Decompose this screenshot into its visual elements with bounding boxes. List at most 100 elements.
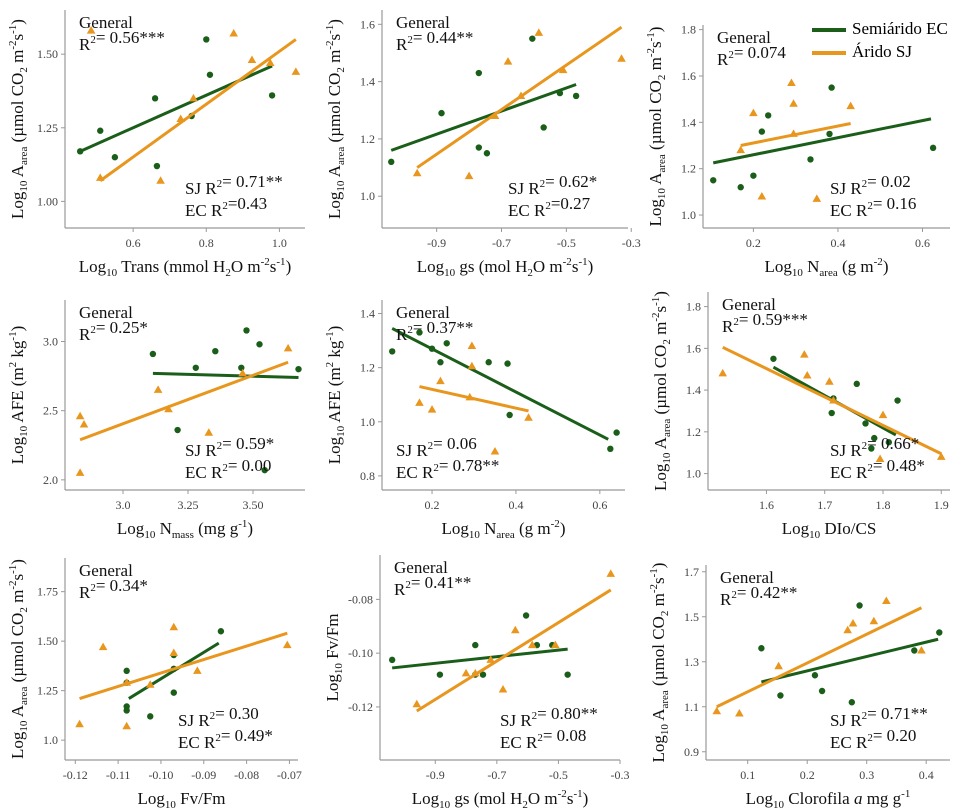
label-part: O [533, 257, 550, 276]
y-tick-label: 1.2 [360, 361, 375, 375]
point-sj [412, 699, 422, 708]
general-r2: R2= 0.25* [79, 318, 148, 344]
annotation-part: = 0.02 [867, 172, 911, 191]
x-tick-label: -0.08 [234, 768, 259, 782]
y-tick-label: 1.2 [686, 425, 701, 439]
point-sj [156, 176, 165, 184]
point-sj [427, 405, 437, 413]
label-part: 2 [324, 362, 336, 368]
point-ec [97, 127, 104, 134]
label-part: CO [8, 73, 27, 97]
superscript: 2 [407, 34, 413, 46]
y-tick-label: 1.0 [686, 467, 701, 481]
label-part: m [549, 257, 562, 276]
point-ec [856, 602, 863, 609]
point-ec [203, 36, 210, 43]
point-sj [461, 668, 471, 677]
annotation-part: = 0.78** [439, 456, 500, 475]
point-sj [75, 719, 84, 728]
superscript: 2 [222, 462, 228, 474]
general-label: General [79, 13, 133, 32]
point-sj [558, 65, 568, 74]
point-sj [882, 596, 891, 604]
label-part: m [544, 789, 557, 808]
annotation-part: EC R [500, 733, 538, 752]
point-sj [848, 619, 858, 627]
label-part: 2 [522, 799, 528, 811]
x-tick-label: -0.5 [549, 768, 568, 782]
annotation-part: SJ R [396, 441, 428, 460]
x-tick-label: -0.9 [426, 768, 445, 782]
y-tick-label: 1.4 [360, 307, 375, 321]
point-sj [878, 410, 888, 419]
label-part: ) [8, 326, 27, 332]
x-axis-label: Log10 Trans (mmol H2O m-2s-1) [79, 256, 291, 279]
annotation-part: = 0.71** [867, 704, 928, 723]
point-ec [737, 184, 744, 191]
x-tick-label: 0.2 [425, 498, 440, 512]
label-part: -1 [324, 25, 336, 34]
point-ec [564, 671, 571, 678]
y-tick-label: 1.0 [681, 208, 696, 222]
general-r2: R2= 0.34* [79, 576, 148, 602]
label-part: (µmol [646, 104, 665, 154]
point-ec [192, 364, 199, 371]
label-part: Log [325, 191, 344, 219]
superscript: 2 [545, 200, 551, 212]
x-tick-label: -0.7 [492, 236, 511, 250]
label-part: O [231, 257, 248, 276]
general-r2: R2= 0.074 [717, 43, 786, 69]
ec-r2: EC R2=0.27 [508, 194, 591, 220]
point-sj [936, 452, 946, 460]
general-r2: R2= 0.56*** [79, 28, 165, 54]
y-tick-label: -0.08 [348, 592, 373, 606]
label-part: 10 [335, 180, 347, 192]
fit-line-sj [79, 631, 288, 700]
x-tick-label: 0.1 [740, 768, 755, 782]
label-part: -1 [645, 32, 657, 41]
superscript: 2 [862, 710, 868, 722]
y-axis-label: Log10 Aarea (µmol CO2 m-2s-1) [7, 559, 30, 759]
label-part: Log [646, 199, 665, 227]
sj-r2: SJ R2= 0.62* [508, 172, 597, 198]
y-axis-label: Log10 Fv/Fm [323, 614, 345, 702]
label-part: kg [8, 340, 27, 358]
superscript: 2 [537, 732, 543, 744]
label-part: g [893, 789, 902, 808]
x-axis-label: Log10 Narea (g m-2) [442, 518, 566, 541]
superscript: 2 [217, 440, 223, 452]
general-label: General [720, 568, 774, 587]
point-ec [750, 172, 757, 179]
point-ec [504, 360, 511, 367]
point-sj [465, 392, 475, 401]
label-part: 10 [773, 799, 785, 811]
label-part: 10 [18, 425, 30, 437]
ec-r2: EC R2= 0.08 [500, 726, 586, 752]
point-sj [464, 171, 474, 180]
point-ec [111, 154, 119, 161]
point-ec [174, 426, 181, 434]
point-ec [529, 35, 536, 42]
annotation-part: SJ R [508, 179, 540, 198]
ec-r2: EC R2= 0.20 [830, 726, 916, 752]
superscript: 2 [90, 582, 96, 594]
superscript: 2 [210, 710, 216, 722]
point-ec [871, 434, 878, 442]
point-sj [825, 377, 834, 385]
point-sj [875, 454, 885, 462]
label-part: -2 [324, 40, 336, 49]
label-part: H [510, 789, 522, 808]
point-sj [789, 129, 798, 137]
label-part: -1 [276, 256, 285, 268]
label-part: -2 [645, 48, 657, 57]
general-label: General [394, 558, 448, 577]
label-part: (g [838, 257, 861, 276]
point-ec [911, 647, 918, 654]
point-ec [238, 364, 245, 371]
label-part: Log [138, 789, 166, 808]
label-part: DIo/CS [820, 519, 876, 538]
label-part: -1 [238, 518, 247, 530]
